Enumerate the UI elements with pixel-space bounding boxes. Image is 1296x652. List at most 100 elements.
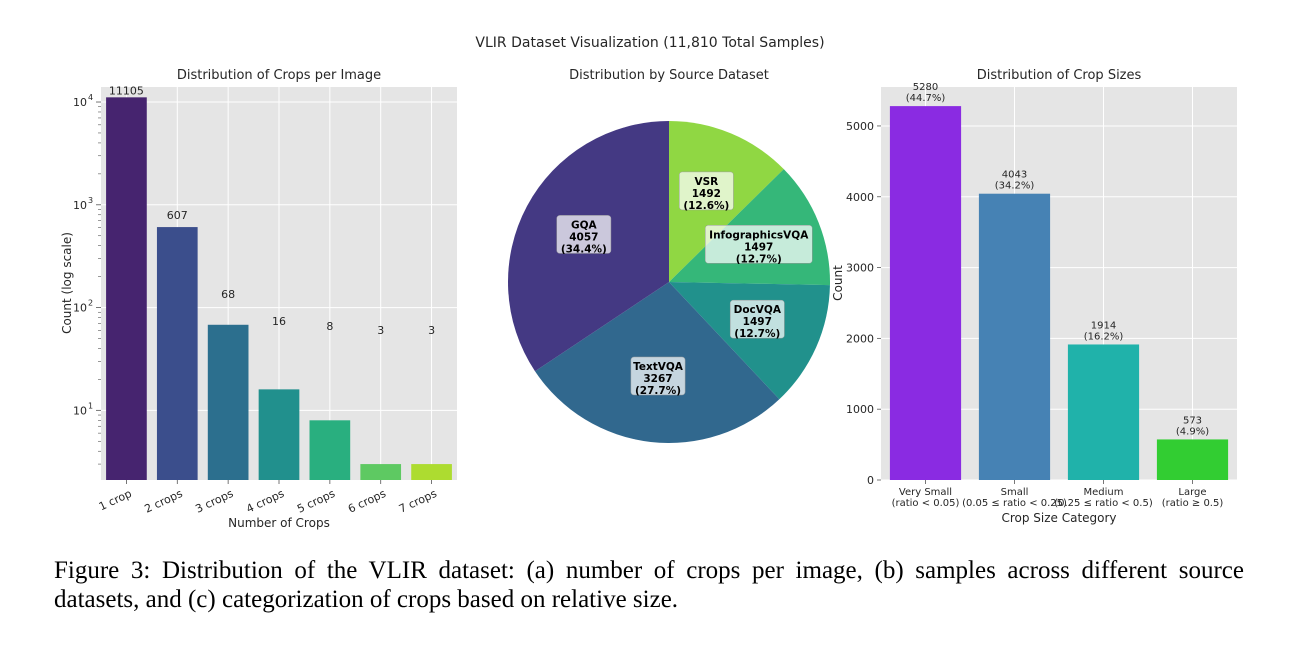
sizes-x-axis-label: Crop Size Category (1001, 511, 1116, 525)
pie-label-text: (12.6%) (683, 200, 729, 212)
figure-suptitle: VLIR Dataset Visualization (11,810 Total… (475, 35, 824, 51)
bar-large (1156, 439, 1229, 480)
pie-label-text: GQA (571, 219, 598, 231)
pie-label-text: (27.7%) (635, 385, 681, 397)
bar-very-small (889, 106, 962, 480)
y-tick-label: 10 (73, 96, 87, 109)
bar-value-label: 11105 (109, 84, 144, 97)
bar-3-crops (207, 324, 249, 480)
y-tick-label: 2000 (846, 332, 874, 345)
y-tick-label: 10 (73, 302, 87, 315)
figure-caption: Figure 3: Distribution of the VLIR datas… (54, 557, 1244, 613)
bar-medium (1067, 344, 1140, 480)
bar-value-label: 607 (167, 209, 188, 222)
x-tick-sublabel: (ratio < 0.05) (892, 498, 960, 509)
bar-percent-label: (16.2%) (1084, 331, 1124, 342)
bar-5-crops (309, 420, 351, 480)
sizes-chart-title: Distribution of Crop Sizes (977, 68, 1142, 83)
bar-value-label: 5280 (913, 82, 938, 93)
crops-y-axis-label: Count (log scale) (60, 232, 74, 334)
y-tick-label: 4000 (846, 191, 874, 204)
pie-label-text: VSR (694, 176, 718, 188)
crops-x-axis-label: Number of Crops (228, 516, 330, 530)
x-tick-sublabel: (0.25 ≤ ratio < 0.5) (1054, 498, 1153, 509)
bar-6-crops (360, 464, 402, 480)
y-tick-label: 5000 (846, 120, 874, 133)
pie-label-text: TextVQA (633, 361, 684, 373)
crops-value-labels: 11105 607 68 16 8 3 3 (109, 84, 435, 337)
x-tick-label: Medium (1084, 487, 1124, 498)
x-tick-label: Small (1001, 487, 1029, 498)
y-tick-exponent: 2 (88, 299, 93, 308)
bar-value-label: 68 (221, 288, 235, 301)
y-tick-exponent: 3 (88, 196, 93, 205)
sizes-value-labels: 5280(44.7%) 4043(34.2%) 1914(16.2%) 573(4.9… (906, 82, 1209, 437)
crops-bars (106, 97, 452, 480)
y-tick-label: 10 (73, 404, 87, 417)
pie-label-box (678, 171, 734, 211)
x-tick-sublabel: (0.05 ≤ ratio < 0.25) (962, 498, 1067, 509)
y-tick-exponent: 4 (88, 93, 93, 102)
x-tick-label: 4 crops (244, 487, 286, 516)
x-tick-label: 3 crops (193, 487, 235, 516)
pie-label-box (630, 356, 686, 396)
sizes-x-axis: Very Small(ratio < 0.05) Small(0.05 ≤ rat… (892, 480, 1224, 509)
bar-value-label: 8 (326, 320, 333, 333)
pie-label-box (729, 299, 785, 339)
y-tick-label: 1000 (846, 403, 874, 416)
pie-label-text: 4057 (569, 231, 598, 243)
pie-label-text: InfographicsVQA (709, 229, 809, 241)
x-tick-label: Very Small (899, 487, 952, 498)
source-dataset-pie-chart: Distribution by Source Dataset VSR1492(1… (508, 68, 831, 443)
y-tick-exponent: 1 (88, 401, 93, 410)
x-tick-label: Large (1178, 487, 1206, 498)
x-tick-sublabel: (ratio ≥ 0.5) (1162, 498, 1224, 509)
bar-1-crop (106, 97, 147, 480)
pie-label-text: (34.4%) (561, 243, 607, 255)
bar-value-label: 573 (1183, 415, 1202, 426)
crops-chart-title: Distribution of Crops per Image (177, 68, 381, 83)
sizes-y-axis: 0 1000 2000 3000 4000 5000 (846, 120, 881, 487)
bar-value-label: 16 (272, 315, 286, 328)
bar-percent-label: (4.9%) (1176, 426, 1209, 437)
crops-gridlines (101, 87, 457, 480)
pie-label-text: 1497 (744, 241, 773, 253)
x-tick-label: 7 crops (397, 487, 439, 516)
y-tick-label: 10 (73, 199, 87, 212)
pie-chart-title: Distribution by Source Dataset (569, 68, 769, 83)
bar-7-crops (411, 464, 452, 480)
pie-label-box (705, 225, 813, 264)
crop-sizes-chart: 5280(44.7%) 4043(34.2%) 1914(16.2%) 573(4.9… (831, 68, 1237, 525)
pie-label-text: 3267 (643, 373, 672, 385)
bar-percent-label: (34.2%) (995, 181, 1035, 192)
bar-value-label: 4043 (1002, 170, 1027, 181)
pie-label-box (556, 215, 612, 254)
crops-x-axis: 1 crop 2 crops 3 crops 4 crops 5 crops 6 crop… (97, 480, 439, 516)
sizes-bars (889, 106, 1229, 480)
bar-value-label: 1914 (1091, 320, 1116, 331)
x-tick-label: 1 crop (97, 487, 134, 513)
pie-slice-labels: VSR1492(12.6%)InfographicsVQA1497(12.7%)… (556, 171, 813, 397)
pie-label-text: 1492 (692, 188, 721, 200)
y-tick-label: 0 (867, 474, 874, 487)
y-tick-label: 3000 (846, 262, 874, 275)
bar-2-crops (156, 227, 198, 480)
sizes-y-axis-label: Count (831, 265, 845, 301)
bar-small (978, 193, 1051, 480)
pie-label-text: 1497 (743, 316, 772, 328)
x-tick-label: 2 crops (143, 487, 185, 516)
pie-slice-docvqa (669, 282, 830, 400)
bar-4-crops (258, 389, 300, 480)
x-tick-label: 6 crops (346, 487, 388, 516)
pie-label-text: (12.7%) (736, 253, 782, 265)
x-tick-label: 5 crops (295, 487, 337, 516)
bar-value-label: 3 (377, 324, 384, 337)
pie-label-text: DocVQA (734, 304, 782, 316)
